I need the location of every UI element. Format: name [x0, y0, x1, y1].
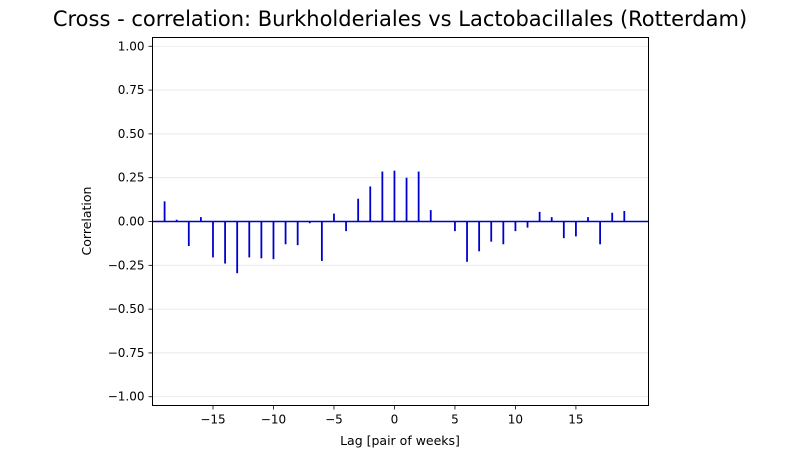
ticks-layer: −1.00 −0.75 −0.50 −0.25 0.00 0.25 0.50 0.75 1.00…	[108, 39, 584, 426]
y-tick-label: 0.75	[118, 83, 145, 97]
x-tick-label: 5	[451, 413, 459, 427]
y-tick-label: 0.00	[118, 215, 145, 229]
y-axis-label: Correlation	[79, 187, 94, 256]
x-tick-label: 10	[508, 413, 523, 427]
y-tick-label: −1.00	[108, 390, 145, 404]
bars-layer	[163, 170, 626, 274]
x-tick-label: 15	[568, 413, 583, 427]
x-tick-label: 0	[391, 413, 399, 427]
y-tick-label: 1.00	[118, 39, 145, 53]
x-tick-label: −10	[261, 413, 286, 427]
y-tick-label: −0.75	[108, 346, 145, 360]
chart-title: Cross - correlation: Burkholderiales vs …	[53, 7, 747, 31]
y-tick-label: 0.25	[118, 171, 145, 185]
y-tick-label: −0.25	[108, 258, 145, 272]
x-tick-label: −15	[200, 413, 225, 427]
y-tick-label: 0.50	[118, 127, 145, 141]
x-tick-label: −5	[325, 413, 343, 427]
x-axis-label: Lag [pair of weeks]	[340, 433, 460, 448]
y-tick-label: −0.50	[108, 302, 145, 316]
